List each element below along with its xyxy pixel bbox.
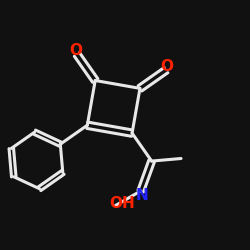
Text: N: N bbox=[136, 188, 148, 204]
Text: O: O bbox=[69, 43, 82, 58]
Text: O: O bbox=[161, 58, 174, 74]
Text: OH: OH bbox=[109, 196, 135, 211]
